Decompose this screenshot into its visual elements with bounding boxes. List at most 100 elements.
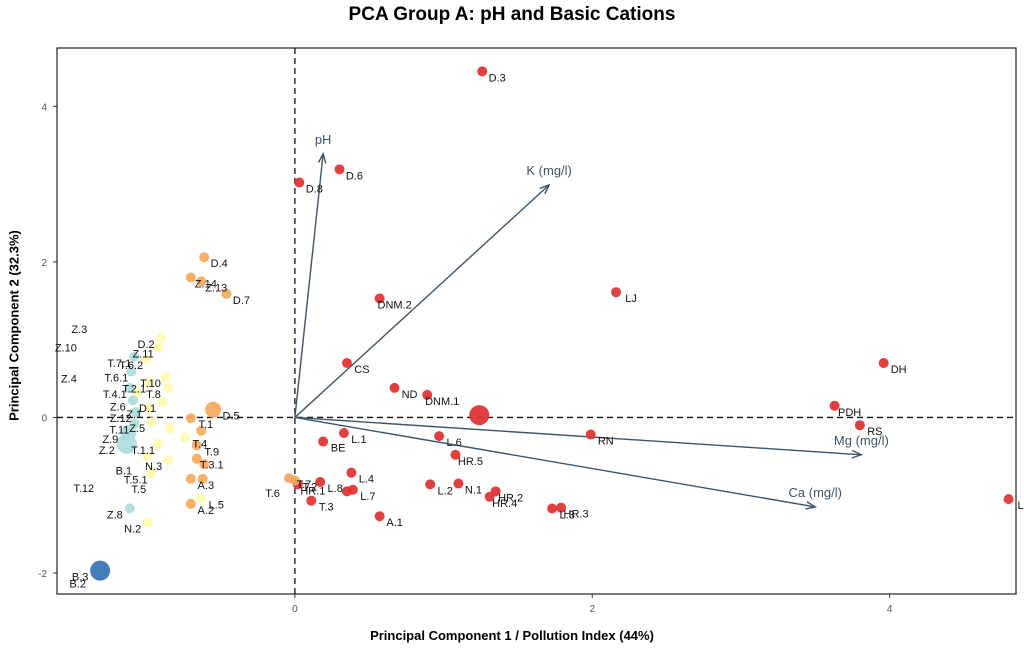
- point-l-5: [196, 493, 207, 504]
- y-tick-label: 4: [41, 102, 47, 113]
- point-label-hr-4: HR.4: [492, 498, 517, 510]
- point-label-t-10: T.10: [140, 378, 161, 390]
- point-label-t-5-1: T.5.1: [124, 474, 148, 486]
- point-z-1: [144, 403, 155, 414]
- point-label-nd: ND: [402, 389, 418, 401]
- point-label-l-6: L.6: [446, 437, 461, 449]
- point-label-t-1-1: T.1.1: [131, 445, 155, 457]
- point-unlabeled: [341, 486, 352, 497]
- point-z-14: [185, 272, 196, 283]
- point-rn: [585, 429, 596, 440]
- point-l-1: [338, 428, 349, 438]
- point-label-z-13: Z.13: [205, 282, 227, 294]
- point-a-1: [374, 511, 385, 522]
- point-d-2: [156, 333, 167, 344]
- point-hr-3: [556, 502, 567, 513]
- point-label-t-9: T.9: [204, 446, 219, 458]
- point-label-n-1: N.1: [465, 485, 482, 497]
- point-unlabeled: [142, 451, 153, 462]
- vector-arrowhead-k-mg-l: [539, 183, 551, 195]
- point-unlabeled: [199, 459, 210, 470]
- point-n-2: [142, 517, 153, 528]
- point-label-b-2: B.2: [69, 579, 86, 591]
- point-d-7: [221, 288, 232, 299]
- point-z-6: [127, 395, 138, 406]
- point-l-8: [315, 477, 326, 487]
- point-dh: [878, 358, 889, 368]
- point-z-5: [147, 417, 158, 428]
- vector-label-mg-mg-l: Mg (mg/l): [834, 433, 889, 448]
- point-t-1-1: [153, 438, 164, 449]
- point-label-z-12: Z.12: [110, 413, 132, 425]
- point-t-4: [179, 432, 190, 443]
- point-n-3: [163, 455, 174, 466]
- vector-arrowhead-ph: [317, 151, 327, 164]
- data-points: [90, 66, 1014, 581]
- point-label-t-1: T.1: [198, 419, 213, 431]
- loading-vectors: pH K (mg/l) Mg (mg/l) Ca (mg/l): [294, 132, 889, 510]
- point-label-hr-2: HR.2: [498, 492, 523, 504]
- point-label-dnm-2: DNM.2: [378, 299, 412, 311]
- point-label-l-1: L.1: [351, 434, 366, 446]
- point-label-z-2: Z.2: [99, 445, 115, 457]
- point-label-z-6: Z.6: [110, 401, 126, 413]
- point-label-d-8: D.8: [306, 184, 323, 196]
- vector-label-ph: pH: [315, 132, 332, 147]
- point-b-3: [90, 560, 111, 581]
- point-label-l-4: L.4: [359, 474, 374, 486]
- point-rs: [854, 420, 865, 431]
- point-unlabeled: [164, 423, 175, 434]
- point-lj: [611, 287, 622, 298]
- point-dnm-1: [422, 389, 433, 400]
- point-l-6: [434, 431, 445, 442]
- point-t-8: [163, 382, 174, 393]
- point-l-3: [547, 503, 558, 514]
- point-label-t-4: T.4: [193, 439, 208, 451]
- point-label-d-2: D.2: [138, 339, 155, 351]
- point-ll: [1003, 494, 1014, 505]
- point-d-4: [199, 252, 210, 263]
- point-unlabeled: [196, 425, 207, 436]
- point-label-z-4: Z.4: [61, 374, 77, 386]
- point-label-lj: LJ: [625, 293, 637, 305]
- point-d-1: [157, 396, 168, 407]
- point-label-t-4-1: T.4.1: [103, 389, 127, 401]
- point-t-2-1: [144, 377, 155, 388]
- point-label-d-3: D.3: [489, 72, 506, 84]
- vector-label-k-mg-l: K (mg/l): [526, 163, 572, 178]
- point-label-l-8: L.8: [328, 483, 343, 495]
- plot-border: [56, 47, 1017, 595]
- point-label-z-14: Z.14: [195, 278, 217, 290]
- point-label-hr-1: HR.1: [300, 485, 325, 497]
- point-unlabeled: [197, 473, 208, 484]
- point-t-7-1: [129, 351, 140, 362]
- point-d-6: [334, 164, 345, 175]
- point-a-3: [185, 473, 196, 484]
- point-dnm-2: [374, 293, 385, 304]
- point-label-l-3: L.3: [559, 509, 574, 521]
- point-pdh: [829, 400, 840, 411]
- point-label-hr-5: HR.5: [458, 456, 483, 468]
- point-l-2: [425, 479, 436, 490]
- point-label-z-5: Z.5: [129, 423, 145, 435]
- point-d-5: [205, 401, 222, 418]
- point-be: [318, 436, 329, 447]
- point-t-10: [160, 372, 171, 382]
- point-label-d-6: D.6: [346, 170, 363, 182]
- point-label-d-1: D.1: [139, 403, 156, 415]
- point-label-t-2: T.2: [303, 481, 318, 493]
- x-tick-label: 2: [589, 604, 595, 615]
- point-label-z-3: Z.3: [71, 324, 87, 336]
- point-l-4: [346, 467, 357, 478]
- point-label-t-7: T.7: [297, 479, 312, 491]
- point-label-z-8: Z.8: [107, 509, 123, 521]
- point-label-t-11: T.11: [109, 425, 129, 437]
- point-t-3-1: [191, 453, 202, 464]
- vector-k-mg-l: [294, 184, 550, 418]
- point-label-d-4: D.4: [211, 258, 228, 270]
- reference-lines: [57, 48, 1016, 594]
- point-label-a-3: A.3: [198, 480, 215, 492]
- x-axis-title: Principal Component 1 / Pollution Index …: [370, 628, 654, 643]
- vector-arrowhead-ca-mg-l: [805, 501, 818, 510]
- point-t-2: [289, 475, 300, 486]
